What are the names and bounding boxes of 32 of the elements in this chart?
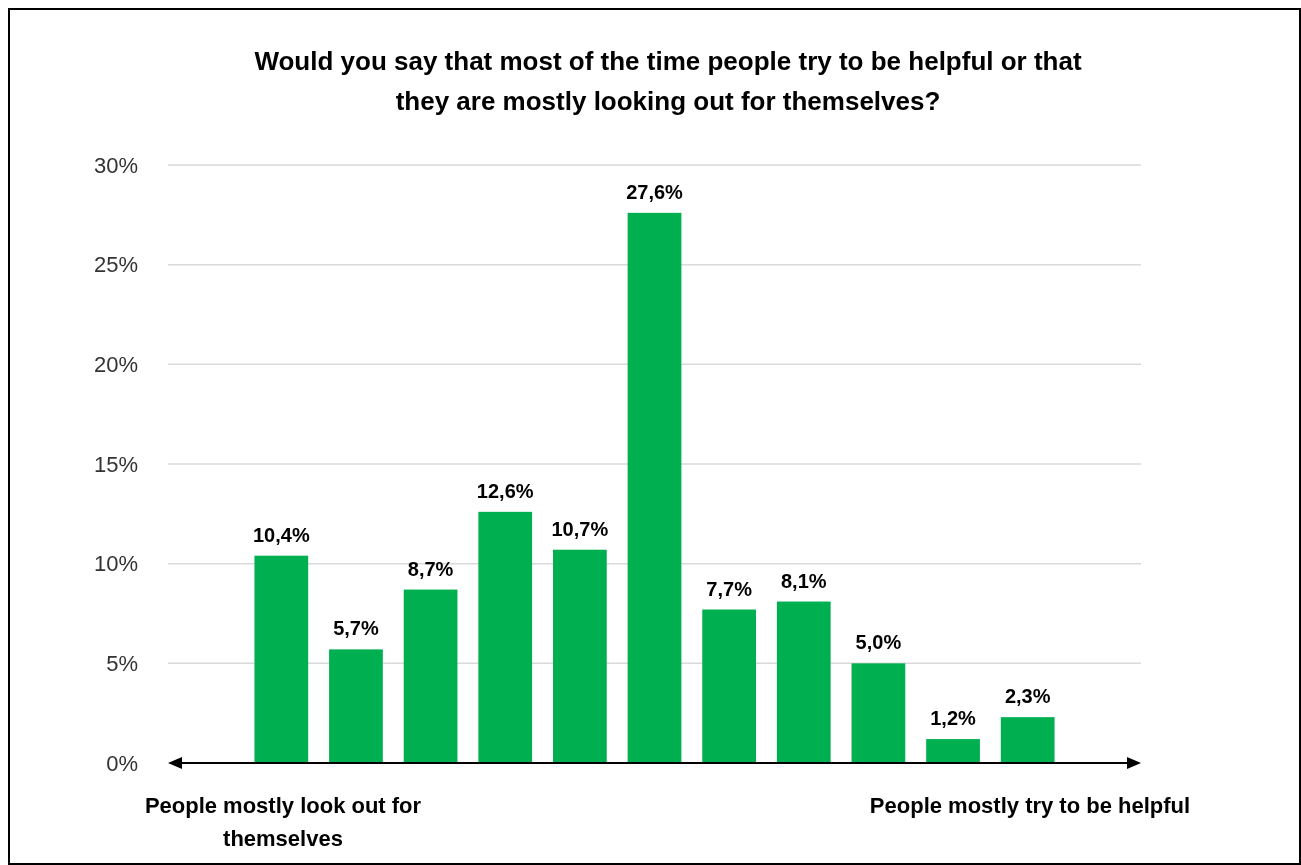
y-tick-label: 30% (93, 152, 138, 178)
text: People mostly look out for themselves (144, 793, 422, 851)
y-tick-label: 15% (93, 451, 138, 477)
bar (553, 549, 607, 763)
data-label: 10,4% (252, 523, 310, 546)
bar (702, 609, 757, 763)
bar (1000, 717, 1055, 763)
data-label: 2,3% (1004, 685, 1051, 708)
data-label: 10,7% (551, 517, 609, 540)
bar (478, 511, 533, 763)
bar (403, 589, 458, 763)
y-tick-label: 5% (106, 650, 138, 676)
y-tick-label: 10% (93, 551, 138, 577)
bar (627, 212, 682, 763)
bar (851, 663, 906, 763)
data-label: 8,7% (407, 557, 454, 580)
data-label: 27,6% (626, 180, 684, 203)
y-tick-label: 0% (106, 750, 138, 776)
data-label: 5,7% (333, 617, 379, 640)
data-label: 5,0% (855, 631, 902, 654)
chart-title: Would you say that most of the time people try to be helpful or that they are mostly looking out for themselves? (254, 46, 1082, 116)
bar (926, 739, 980, 763)
bar (254, 555, 309, 763)
y-tick-label: 20% (93, 351, 138, 377)
data-label: 1,2% (930, 707, 977, 730)
y-tick-label: 25% (93, 252, 138, 278)
bar (776, 601, 831, 763)
data-label: 7,7% (706, 577, 753, 600)
data-label: 8,1% (780, 569, 827, 592)
data-label: 12,6% (476, 479, 534, 502)
bar (329, 649, 383, 763)
text: People mostly try to be helpful (869, 793, 1191, 818)
